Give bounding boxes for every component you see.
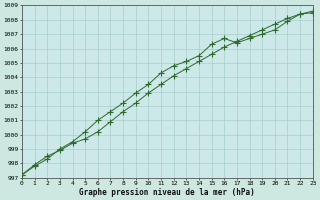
X-axis label: Graphe pression niveau de la mer (hPa): Graphe pression niveau de la mer (hPa)	[79, 188, 255, 197]
